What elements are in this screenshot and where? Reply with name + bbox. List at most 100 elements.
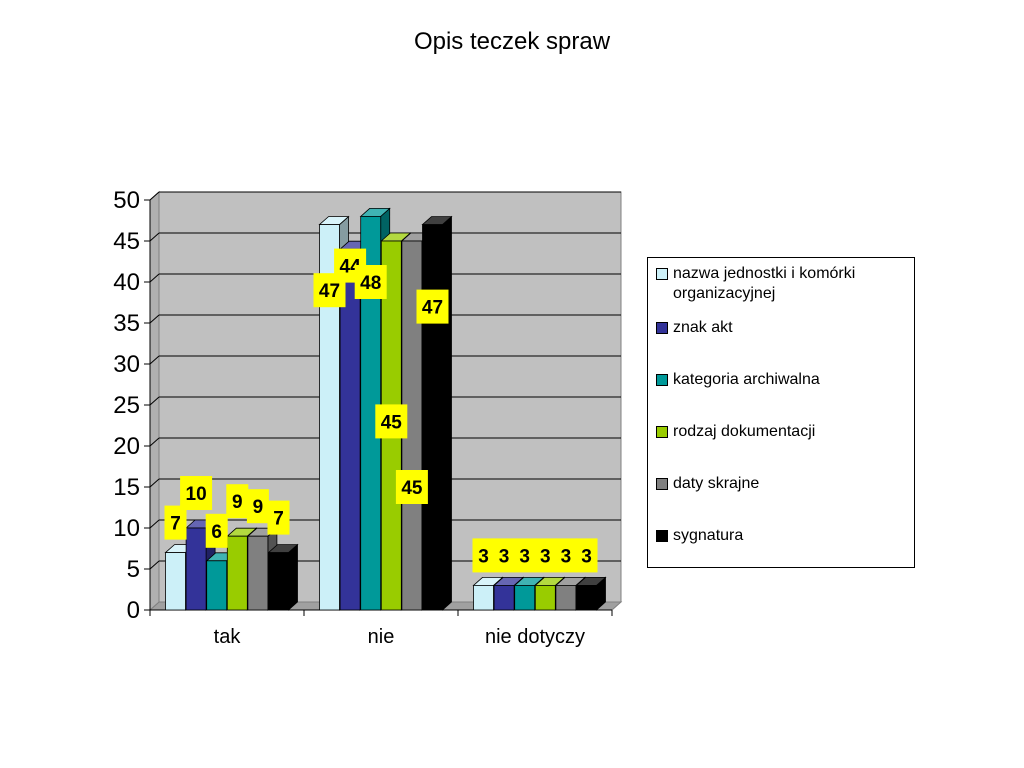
legend: nazwa jednostki i komórki organizacyjnej…	[647, 257, 915, 568]
x-tick-label: tak	[214, 626, 242, 648]
data-label-box	[205, 513, 228, 548]
data-label: 3	[472, 538, 495, 573]
data-label-text: 9	[232, 492, 243, 513]
data-label-box	[513, 538, 536, 573]
x-tick-label: nie	[368, 626, 395, 648]
data-label: 10	[180, 476, 213, 510]
legend-item: sygnatura	[656, 526, 911, 546]
legend-label: kategoria archiwalna	[673, 371, 820, 388]
x-tick-label: nie dotyczy	[485, 626, 585, 648]
gridline-side	[149, 437, 160, 447]
data-label-text: 3	[540, 546, 551, 567]
data-label-text: 3	[478, 546, 489, 567]
data-label: 45	[375, 404, 408, 439]
data-label-box	[416, 289, 449, 324]
legend-label: rodzaj dokumentacji	[673, 423, 816, 440]
data-label-text: 3	[519, 546, 530, 567]
bar-front	[422, 224, 443, 611]
data-label-box	[375, 404, 408, 439]
legend-item: rodzaj dokumentacji	[656, 422, 911, 442]
data-label: 9	[246, 489, 269, 524]
y-tick-label: 5	[127, 556, 140, 583]
gridline-side	[149, 396, 160, 406]
data-label: 3	[534, 538, 557, 573]
data-label-box	[226, 484, 249, 519]
data-label-box	[246, 489, 269, 524]
legend-swatch	[656, 530, 668, 542]
gridline-side	[149, 273, 160, 283]
bar-side	[442, 215, 452, 611]
gridline-side	[149, 355, 160, 365]
y-tick-label: 15	[113, 474, 140, 501]
data-label: 3	[554, 538, 577, 573]
bar-front	[268, 552, 289, 611]
bar-front	[493, 585, 515, 611]
data-label-box	[575, 538, 598, 573]
gridline-side	[149, 191, 160, 201]
legend-item: daty skrajne	[656, 474, 911, 494]
data-label-box	[554, 538, 577, 573]
data-label-text: 3	[581, 546, 592, 567]
data-label: 7	[267, 500, 290, 535]
data-label-text: 6	[211, 522, 222, 543]
y-tick-label: 0	[127, 597, 140, 624]
bar-front	[555, 585, 577, 611]
bar-front	[226, 535, 248, 611]
data-label: 47	[416, 289, 449, 324]
legend-label: nazwa jednostki i komórki organizacyjnej	[673, 265, 856, 302]
bar-front	[576, 585, 597, 611]
data-label: 48	[354, 265, 387, 299]
legend-swatch	[656, 426, 668, 438]
gridline-side	[149, 519, 160, 529]
bar-front	[534, 585, 556, 611]
legend-item: znak akt	[656, 318, 911, 338]
bar-front	[206, 560, 228, 611]
bar-front	[247, 535, 269, 611]
chart-title: Opis teczek spraw	[413, 28, 611, 55]
bar-front	[165, 552, 186, 611]
gridline-side	[149, 560, 160, 570]
data-label-box	[395, 470, 428, 504]
data-label-text: 3	[499, 546, 510, 567]
y-tick-label: 10	[113, 515, 140, 542]
legend-label: znak akt	[673, 319, 733, 336]
legend-label: daty skrajne	[673, 475, 760, 492]
bar	[421, 215, 453, 611]
y-tick-label: 40	[113, 269, 140, 296]
data-label-box	[164, 505, 187, 540]
y-tick-label: 30	[113, 351, 140, 378]
data-label-text: 45	[401, 478, 423, 499]
y-tick-label: 20	[113, 433, 140, 460]
legend-item: kategoria archiwalna	[656, 370, 911, 390]
legend-item: nazwa jednostki i komórki organizacyjnej	[656, 264, 911, 304]
gridline-side	[149, 478, 160, 488]
data-label: 9	[226, 484, 249, 519]
y-tick-label: 50	[113, 187, 140, 214]
legend-swatch	[656, 268, 668, 280]
data-label: 6	[205, 513, 228, 548]
data-label: 7	[164, 505, 187, 540]
bar-side	[288, 543, 298, 611]
data-label-box	[267, 500, 290, 535]
data-label-box	[180, 476, 213, 510]
legend-swatch	[656, 322, 668, 334]
data-label-text: 3	[561, 546, 572, 567]
data-label-box	[354, 265, 387, 299]
y-tick-label: 35	[113, 310, 140, 337]
legend-swatch	[656, 374, 668, 386]
data-label-box	[534, 538, 557, 573]
y-tick-label: 45	[113, 228, 140, 255]
data-label-text: 47	[319, 281, 340, 302]
data-label-text: 7	[273, 509, 284, 530]
data-label: 45	[395, 470, 428, 504]
bar-front	[319, 224, 340, 611]
data-label-text: 10	[186, 484, 207, 505]
legend-swatch	[656, 478, 668, 490]
data-label-text: 48	[360, 273, 381, 294]
legend-label: sygnatura	[673, 527, 744, 544]
bar-front	[473, 585, 494, 611]
bar	[575, 576, 607, 611]
data-label-text: 9	[253, 497, 264, 518]
